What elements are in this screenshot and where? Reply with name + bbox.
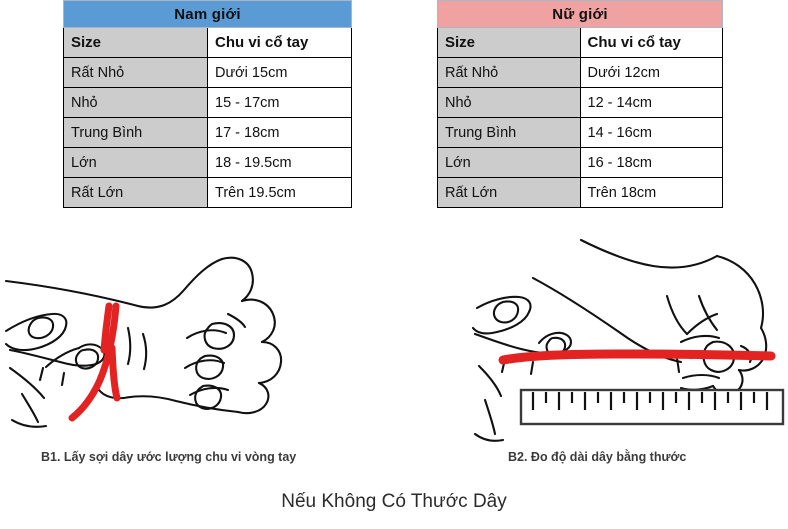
size-value: 12 - 14cm <box>579 87 723 118</box>
wrist-with-string-illustration <box>4 256 283 428</box>
column-header-circumference-women: Chu vi cổ tay <box>579 27 723 58</box>
table-row: Rất Lớn Trên 18cm <box>437 177 723 208</box>
table-row: Lớn 16 - 18cm <box>437 147 723 178</box>
caption-step-2: B2. Đo độ dài dây bằng thước <box>508 450 687 464</box>
size-label: Rất Nhỏ <box>63 57 208 88</box>
column-header-size-women: Size <box>437 27 581 58</box>
red-string-right <box>498 349 776 365</box>
size-label: Rất Lớn <box>437 177 581 208</box>
size-label: Trung Bình <box>63 117 208 148</box>
size-value: Dưới 12cm <box>579 57 723 88</box>
size-value: Dưới 15cm <box>207 57 352 88</box>
bottom-title: Nếu Không Có Thước Dây <box>281 491 507 512</box>
column-header-circumference-men: Chu vi cổ tay <box>207 27 352 58</box>
table-row: Trung Bình 17 - 18cm <box>63 117 352 148</box>
size-value: 14 - 16cm <box>579 117 723 148</box>
table-title-row-women: Nữ giới <box>437 0 723 28</box>
size-label: Trung Bình <box>437 117 581 148</box>
size-table-men: Nam giới Size Chu vi cổ tay Rất Nhỏ Dưới… <box>63 0 352 208</box>
table-row: Nhỏ 12 - 14cm <box>437 87 723 118</box>
caption-step-1: B1. Lấy sợi dây ước lượng chu vi vòng ta… <box>41 450 297 464</box>
table-title-row-men: Nam giới <box>63 0 352 28</box>
column-header-size-men: Size <box>63 27 208 58</box>
size-value: 17 - 18cm <box>207 117 352 148</box>
size-label: Rất Nhỏ <box>437 57 581 88</box>
table-header-row-men: Size Chu vi cổ tay <box>63 27 352 58</box>
size-label: Nhỏ <box>63 87 208 118</box>
size-value: 18 - 19.5cm <box>207 147 352 178</box>
table-row: Rất Nhỏ Dưới 15cm <box>63 57 352 88</box>
table-row: Trung Bình 14 - 16cm <box>437 117 723 148</box>
table-row: Rất Nhỏ Dưới 12cm <box>437 57 723 88</box>
string-on-ruler-illustration <box>471 238 785 442</box>
size-value: 16 - 18cm <box>579 147 723 178</box>
size-label: Rất Lớn <box>63 177 208 208</box>
size-value: Trên 18cm <box>579 177 723 208</box>
table-header-row-women: Size Chu vi cổ tay <box>437 27 723 58</box>
red-string-left <box>68 302 121 422</box>
ruler <box>519 388 785 426</box>
size-table-women: Nữ giới Size Chu vi cổ tay Rất Nhỏ Dưới … <box>437 0 723 208</box>
table-row: Rất Lớn Trên 19.5cm <box>63 177 352 208</box>
table-title-women: Nữ giới <box>437 0 723 28</box>
table-title-men: Nam giới <box>63 0 352 28</box>
size-value: 15 - 17cm <box>207 87 352 118</box>
size-label: Lớn <box>437 147 581 178</box>
size-value: Trên 19.5cm <box>207 177 352 208</box>
table-row: Nhỏ 15 - 17cm <box>63 87 352 118</box>
size-label: Lớn <box>63 147 208 178</box>
size-label: Nhỏ <box>437 87 581 118</box>
table-row: Lớn 18 - 19.5cm <box>63 147 352 178</box>
